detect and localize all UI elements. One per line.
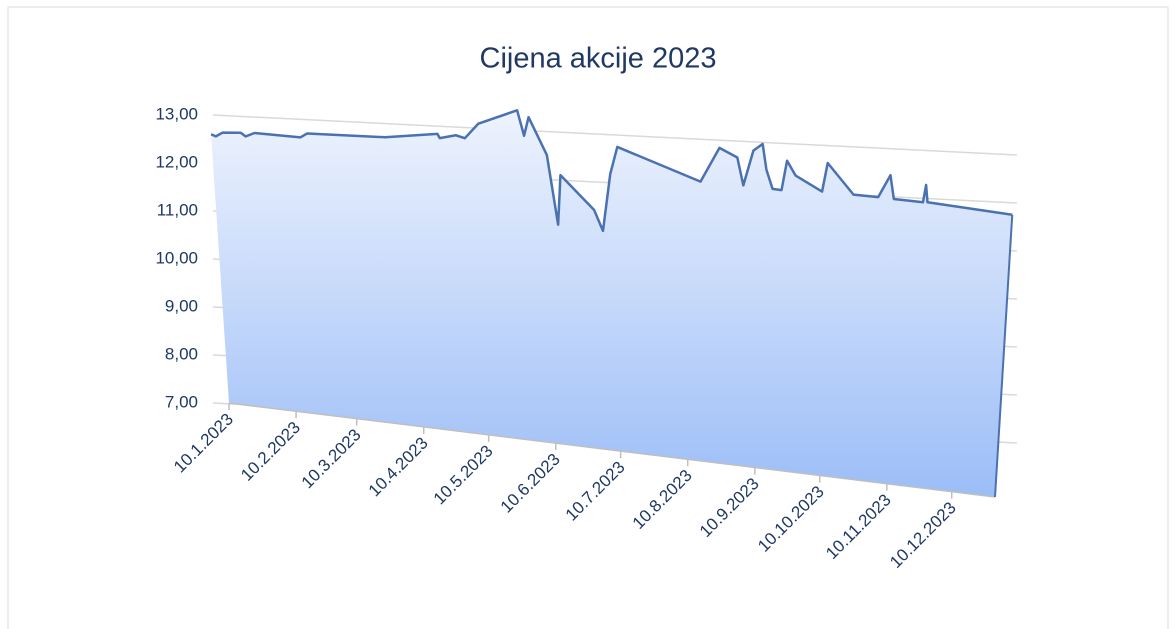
area-fill: [211, 110, 1013, 497]
y-tick-label: 8,00: [165, 344, 198, 363]
y-tick-label: 10,00: [155, 248, 198, 267]
y-tick-label: 11,00: [157, 200, 198, 219]
grid-line: [212, 114, 1018, 156]
area-line: [210, 109, 1013, 233]
y-tick-label: 12,00: [155, 152, 198, 171]
chart-title: Cijena akcije 2023: [480, 43, 717, 75]
y-tick-label: 9,00: [165, 296, 198, 315]
y-tick-label: 7,00: [165, 392, 198, 411]
area-edge: [994, 214, 1014, 498]
y-tick-label: 13,00: [155, 104, 198, 123]
